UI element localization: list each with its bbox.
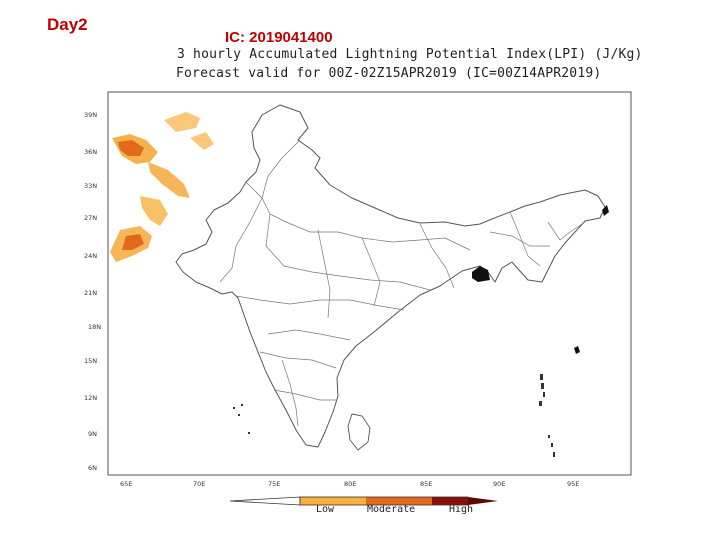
legend-swatch-high bbox=[432, 497, 468, 505]
map-title-line2: Forecast valid for 00Z-02Z15APR2019 (IC=… bbox=[176, 66, 602, 81]
lat-tick-33n: 33N bbox=[84, 182, 97, 190]
legend-label-high: High bbox=[449, 504, 474, 515]
lat-tick-18n: 18N bbox=[88, 323, 101, 331]
ic-label: IC: 2019041400 bbox=[225, 29, 333, 46]
andaman-nicobar-islands bbox=[539, 374, 555, 457]
sri-lanka bbox=[347, 413, 371, 451]
legend-label-low: Low bbox=[316, 504, 335, 515]
lat-tick-21n: 21N bbox=[84, 289, 97, 297]
map-title-line1: 3 hourly Accumulated Lightning Potential… bbox=[177, 47, 643, 62]
lat-tick-9n: 9N bbox=[88, 430, 97, 438]
lon-axis: 65E 70E 75E 80E 85E 90E 95E bbox=[120, 480, 579, 488]
lon-tick-70e: 70E bbox=[193, 480, 205, 488]
legend-bar-outline bbox=[299, 496, 469, 506]
legend-low-end-cap bbox=[229, 496, 301, 506]
lon-tick-75e: 75E bbox=[268, 480, 280, 488]
lat-tick-12n: 12N bbox=[84, 394, 97, 402]
legend-label-moderate: Moderate bbox=[367, 504, 416, 515]
lon-tick-90e: 90E bbox=[493, 480, 505, 488]
lon-tick-65e: 65E bbox=[120, 480, 132, 488]
lat-tick-27n: 27N bbox=[84, 214, 97, 222]
legend-high-end-cap bbox=[468, 497, 498, 505]
legend-swatch-low bbox=[300, 497, 366, 505]
lon-tick-85e: 85E bbox=[420, 480, 432, 488]
day-label: Day2 bbox=[47, 15, 88, 34]
lpi-patches bbox=[110, 112, 609, 354]
lat-tick-15n: 15N bbox=[84, 357, 97, 365]
legend-swatch-moderate bbox=[366, 497, 432, 505]
lon-tick-95e: 95E bbox=[567, 480, 579, 488]
legend-bar bbox=[229, 496, 498, 506]
lat-tick-6n: 6N bbox=[88, 464, 97, 472]
lat-tick-36n: 36N bbox=[84, 148, 97, 156]
india-outline bbox=[175, 104, 606, 448]
lat-axis: 39N 36N 33N 27N 24N 21N 18N 15N 12N 9N 6… bbox=[84, 111, 101, 472]
lon-tick-80e: 80E bbox=[344, 480, 356, 488]
lat-tick-24n: 24N bbox=[84, 252, 97, 260]
lat-tick-39n: 39N bbox=[84, 111, 97, 119]
lakshadweep-islands bbox=[233, 404, 250, 434]
state-boundaries bbox=[219, 139, 586, 427]
